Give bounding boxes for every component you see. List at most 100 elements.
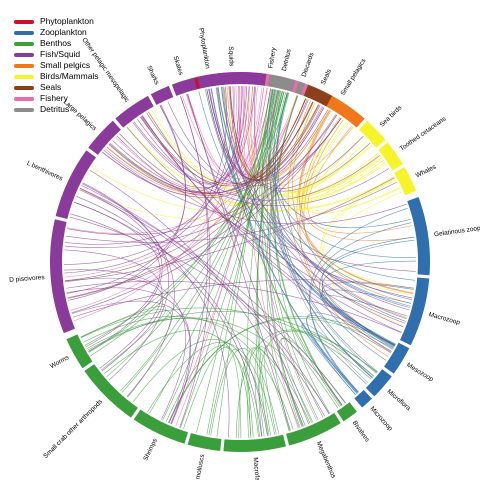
link-small-crab-other-arthropods-to-worms: [80, 306, 166, 371]
link-microzoop-to-phytoplankton: [210, 88, 358, 394]
link-seals-to-large-pelagics: [106, 104, 319, 196]
link-seals-to-other-pelagic-mesopelagic: [140, 101, 314, 187]
legend-label: Small pelgics: [40, 60, 91, 70]
legend-item-zoo: Zooplankton: [14, 27, 99, 38]
link-l-benthivores-to-macrofauna: [76, 196, 230, 438]
link-gelatinous-zoop-to-microzoop: [309, 208, 408, 393]
legend-label: Birds/Mammals: [40, 71, 99, 81]
sector-arc-macrofauna: [223, 434, 286, 452]
sector-label-small-pelagics: Small pelagics: [340, 57, 368, 97]
sector-label-mesozoop: Mesozoop: [405, 362, 435, 384]
legend-item-fishery: Fishery: [14, 93, 99, 104]
link-shrimps-to-detritus: [180, 91, 285, 428]
legend-swatch: [14, 52, 34, 57]
sector-label-worms: Worms: [49, 354, 71, 370]
sector-label-microzoop: Microzoop: [368, 405, 394, 432]
sector-arc-mesozoop: [384, 342, 410, 374]
sector-arc-macrozoop: [399, 277, 430, 346]
link-l-benthivores-to-megabenthos: [81, 185, 330, 414]
link-skates-to-megabenthos: [187, 93, 291, 431]
legend-swatch: [14, 107, 34, 112]
link-large-pelagics-to-small-pelagics: [102, 106, 324, 198]
legend-swatch: [14, 30, 34, 35]
link-megabenthos-to-worms: [83, 316, 294, 430]
link-macrozoop-to-phytoplankton: [217, 87, 416, 281]
sector-arc-whales: [394, 167, 417, 196]
legend-label: Fish/Squid: [40, 49, 81, 59]
sector-label-megabenthos: Megabenthos: [315, 440, 337, 480]
link-d-piscivores-to-shrimps: [64, 269, 186, 420]
link-large-pelagics-to-gelatinous-zoop: [103, 150, 407, 225]
link-large-pelagics-to-small-pelagics: [112, 101, 314, 194]
link-fishery-to-shrimps: [171, 88, 272, 425]
link-worms-to-microflora: [80, 307, 372, 380]
link-other-pelagic-mesopelagic-to-toothed-cetaceans: [141, 115, 381, 201]
legend-swatch: [14, 96, 34, 101]
link-small-pelagics-to-mesozoop: [287, 100, 392, 353]
link-skates-to-shrimps: [179, 96, 211, 428]
link-d-piscivores-to-small-crab-other-arthropods: [64, 277, 163, 372]
link-fishery-to-skates: [181, 95, 299, 179]
link-l-benthivores-to-small-crab-other-arthropods: [82, 183, 175, 398]
legend-item-birds: Birds/Mammals: [14, 71, 99, 82]
sector-label-detritus: Detritus: [281, 48, 293, 72]
sector-arc-megabenthos: [286, 412, 341, 446]
link-small-crab-other-arthropods-to-macrofauna: [132, 339, 270, 436]
link-large-pelagics-to-squids: [119, 86, 255, 189]
link-megabenthos-to-macrofauna: [254, 346, 304, 437]
link-sharks-to-d-piscivores: [68, 104, 186, 301]
sector-label-other-molluscs: Other molluscs: [191, 453, 206, 480]
link-microzoop-to-microflora: [301, 323, 375, 395]
link-small-crab-other-arthropods-to-detritus: [126, 91, 283, 397]
legend-swatch: [14, 63, 34, 68]
link-toothed-cetaceans-to-l-benthivores: [79, 162, 386, 221]
link-worms-to-microflora: [88, 311, 378, 373]
link-whales-to-other-pelagic-mesopelagic: [126, 126, 395, 211]
link-l-benthivores-to-bivalves: [80, 187, 346, 403]
link-d-piscivores-to-small-crab-other-arthropods: [64, 249, 163, 369]
link-fishery-to-small-pelagics: [244, 86, 354, 186]
sector-label-gelatinous-zoop: Gelatinous zoop: [434, 225, 480, 239]
legend-label: Benthos: [40, 38, 72, 48]
sector-arc-gelatinous-zoop: [407, 197, 431, 276]
legend-label: Zooplankton: [40, 27, 87, 37]
legend-label: Fishery: [40, 93, 68, 103]
link-bivalves-to-detritus: [272, 92, 343, 406]
sector-arc-seals: [303, 84, 333, 107]
sector-arc-worms: [66, 334, 93, 369]
sector-label-l-benthivores: L benthivores: [26, 160, 65, 183]
link-other-molluscs-to-macrofauna: [208, 348, 254, 438]
legend-item-smallpel: Small pelgics: [14, 60, 99, 71]
link-other-pelagic-mesopelagic-to-macrozoop: [140, 116, 402, 333]
sector-arc-skates: [171, 77, 197, 96]
sector-label-sharks: Sharks: [145, 65, 160, 87]
link-seals-to-other-pelagic-mesopelagic: [146, 98, 306, 185]
legend-swatch: [14, 41, 34, 46]
links-layer: [64, 86, 416, 438]
link-squids-to-macrozoop: [220, 86, 404, 328]
sector-arc-discards: [295, 81, 305, 95]
legend: Phytoplankton Zooplankton Benthos Fish/Squi…: [14, 16, 99, 115]
sector-arc-other-molluscs: [187, 433, 222, 451]
link-discards-to-megabenthos: [269, 95, 302, 427]
link-shrimps-to-detritus: [149, 88, 271, 414]
legend-item-benthos: Benthos: [14, 38, 99, 49]
link-l-benthivores-to-macrofauna: [70, 213, 262, 437]
link-squids-to-other-pelagic-mesopelagic: [132, 86, 250, 185]
legend-item-phyto: Phytoplankton: [14, 16, 99, 27]
link-shrimps-to-mesozoop: [168, 316, 396, 424]
sector-label-skates: Skates: [172, 55, 185, 77]
link-squids-to-small-pelagics: [208, 88, 329, 182]
legend-label: Phytoplankton: [40, 16, 94, 26]
link-mesozoop-to-microzoop: [306, 315, 391, 393]
link-worms-to-detritus: [90, 91, 285, 356]
link-small-crab-other-arthropods-to-detritus: [121, 89, 275, 393]
sector-arc-sea-birds: [359, 120, 386, 148]
link-toothed-cetaceans-to-small-pelagics: [295, 110, 386, 203]
link-d-piscivores-to-squids: [64, 86, 227, 265]
sectors-layer: [49, 72, 431, 452]
sector-label-bivalves: Bivalves: [351, 420, 371, 444]
sector-arc-l-benthivores: [55, 150, 96, 219]
